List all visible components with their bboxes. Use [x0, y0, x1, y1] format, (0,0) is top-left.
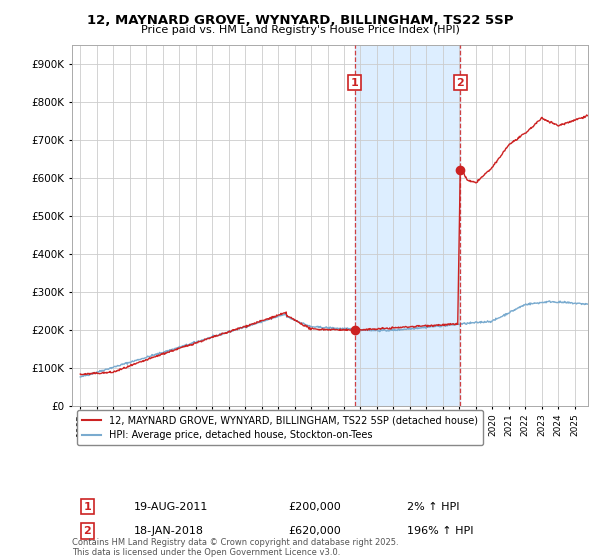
Text: 2: 2	[457, 78, 464, 88]
Text: 12, MAYNARD GROVE, WYNYARD, BILLINGHAM, TS22 5SP: 12, MAYNARD GROVE, WYNYARD, BILLINGHAM, …	[87, 14, 513, 27]
Bar	[355, 45, 460, 405]
Text: £200,000: £200,000	[289, 502, 341, 511]
Text: 1: 1	[83, 502, 91, 511]
Text: 2% ↑ HPI: 2% ↑ HPI	[407, 502, 460, 511]
Text: Price paid vs. HM Land Registry's House Price Index (HPI): Price paid vs. HM Land Registry's House …	[140, 25, 460, 35]
Text: 1: 1	[350, 78, 358, 88]
Legend: 12, MAYNARD GROVE, WYNYARD, BILLINGHAM, TS22 5SP (detached house), HPI: Average : 12, MAYNARD GROVE, WYNYARD, BILLINGHAM, …	[77, 410, 483, 445]
Text: 2: 2	[83, 526, 91, 536]
Text: £620,000: £620,000	[289, 526, 341, 536]
Text: 196% ↑ HPI: 196% ↑ HPI	[407, 526, 474, 536]
Text: Contains HM Land Registry data © Crown copyright and database right 2025.
This d: Contains HM Land Registry data © Crown c…	[72, 538, 398, 557]
Text: 19-AUG-2011: 19-AUG-2011	[134, 502, 208, 511]
Text: 18-JAN-2018: 18-JAN-2018	[134, 526, 204, 536]
